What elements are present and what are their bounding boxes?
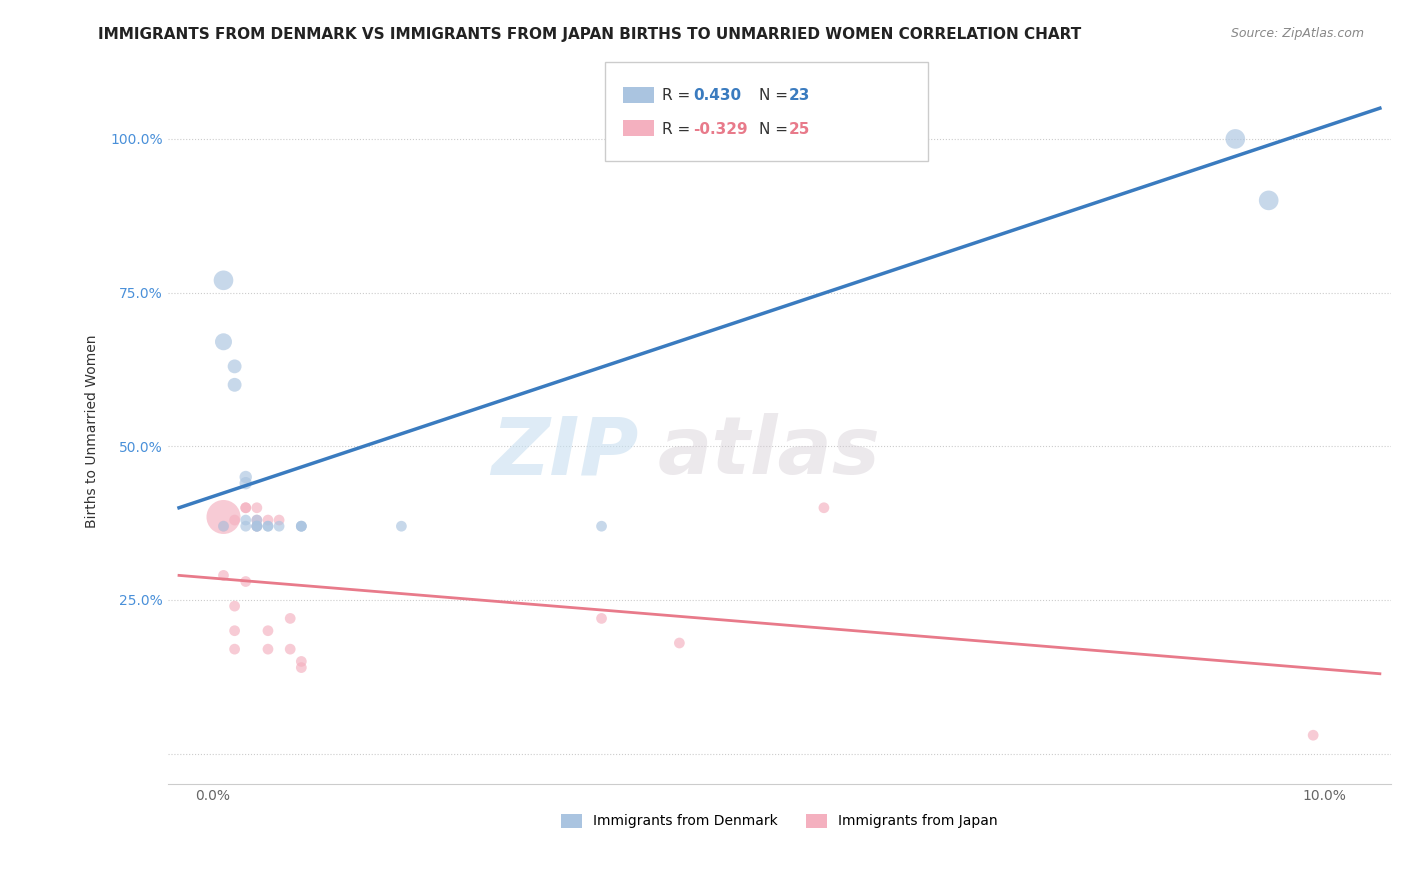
Point [212,273,235,287]
Legend: Immigrants from Denmark, Immigrants from Japan: Immigrants from Denmark, Immigrants from… [555,808,1002,834]
Point [235,513,257,527]
Point [278,642,301,657]
Point [224,377,246,392]
Point [389,519,412,533]
Point [267,519,290,533]
Text: Source: ZipAtlas.com: Source: ZipAtlas.com [1230,27,1364,40]
Point [1225,132,1247,146]
Text: 23: 23 [789,88,810,103]
Point [290,660,312,674]
Text: 0.430: 0.430 [693,88,741,103]
Point [246,513,269,527]
Text: N =: N = [759,88,793,103]
Point [591,611,613,625]
Text: R =: R = [662,88,696,103]
Point [257,519,280,533]
Text: IMMIGRANTS FROM DENMARK VS IMMIGRANTS FROM JAPAN BIRTHS TO UNMARRIED WOMEN CORRE: IMMIGRANTS FROM DENMARK VS IMMIGRANTS FR… [98,27,1081,42]
Point [224,359,246,374]
Point [224,624,246,638]
Point [267,513,290,527]
Point [257,624,280,638]
Point [246,500,269,515]
Point [224,513,246,527]
Point [235,476,257,491]
Point [246,513,269,527]
Point [813,500,835,515]
Point [246,519,269,533]
Text: N =: N = [759,122,793,137]
Point [212,519,235,533]
Point [235,574,257,589]
Point [224,642,246,657]
Point [257,519,280,533]
Point [591,519,613,533]
Point [235,519,257,533]
Point [235,470,257,484]
Point [235,500,257,515]
Point [290,519,312,533]
Point [246,519,269,533]
Point [224,599,246,614]
Point [1302,728,1324,742]
Point [212,510,235,524]
Text: 25: 25 [789,122,810,137]
Text: R =: R = [662,122,696,137]
Point [290,655,312,669]
Point [1257,194,1279,208]
Point [668,636,690,650]
Point [290,519,312,533]
Point [257,642,280,657]
Text: atlas: atlas [657,413,880,491]
Point [290,519,312,533]
Point [212,568,235,582]
Text: ZIP: ZIP [492,413,638,491]
Point [246,519,269,533]
Point [212,519,235,533]
Point [246,519,269,533]
Point [235,500,257,515]
Text: -0.329: -0.329 [693,122,748,137]
Point [278,611,301,625]
Point [257,513,280,527]
Y-axis label: Births to Unmarried Women: Births to Unmarried Women [86,334,100,528]
Point [212,334,235,349]
